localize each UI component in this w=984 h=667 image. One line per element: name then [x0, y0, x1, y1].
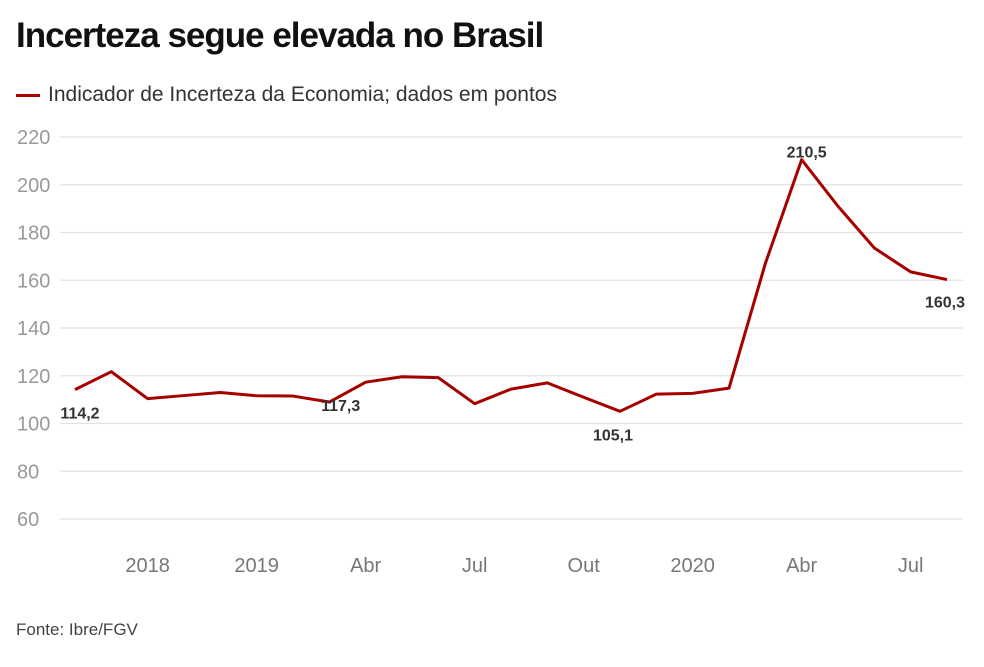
x-tick-label: 2020 — [670, 555, 715, 577]
data-label: 114,2 — [60, 406, 99, 423]
x-tick-label: Jul — [462, 555, 488, 577]
y-tick-label: 100 — [17, 414, 50, 436]
chart-title: Incerteza segue elevada no Brasil — [16, 16, 544, 55]
series-line — [74, 158, 948, 413]
y-tick-label: 180 — [17, 223, 50, 245]
x-tick-label: Jul — [898, 555, 924, 577]
y-tick-label: 120 — [17, 366, 50, 388]
y-tick-label: 200 — [17, 175, 50, 197]
x-tick-label: Abr — [350, 555, 381, 577]
legend: Indicador de Incerteza da Economia; dado… — [16, 83, 557, 107]
data-label: 117,3 — [321, 398, 360, 415]
y-tick-label: 140 — [17, 318, 50, 340]
y-tick-label: 80 — [17, 461, 39, 483]
data-label: 160,3 — [925, 295, 965, 312]
x-tick-label: 2019 — [234, 555, 279, 577]
data-label: 105,1 — [593, 427, 633, 444]
source-note: Fonte: Ibre/FGV — [16, 620, 138, 639]
y-tick-label: 160 — [17, 270, 50, 292]
x-tick-label: Out — [568, 555, 601, 577]
y-tick-label: 60 — [17, 509, 39, 531]
legend-swatch — [16, 93, 40, 97]
data-label: 210,5 — [787, 145, 827, 162]
x-tick-label: Abr — [786, 555, 817, 577]
y-tick-label: 220 — [17, 127, 50, 149]
x-tick-label: 2018 — [125, 555, 170, 577]
legend-label: Indicador de Incerteza da Economia; dado… — [48, 83, 557, 106]
